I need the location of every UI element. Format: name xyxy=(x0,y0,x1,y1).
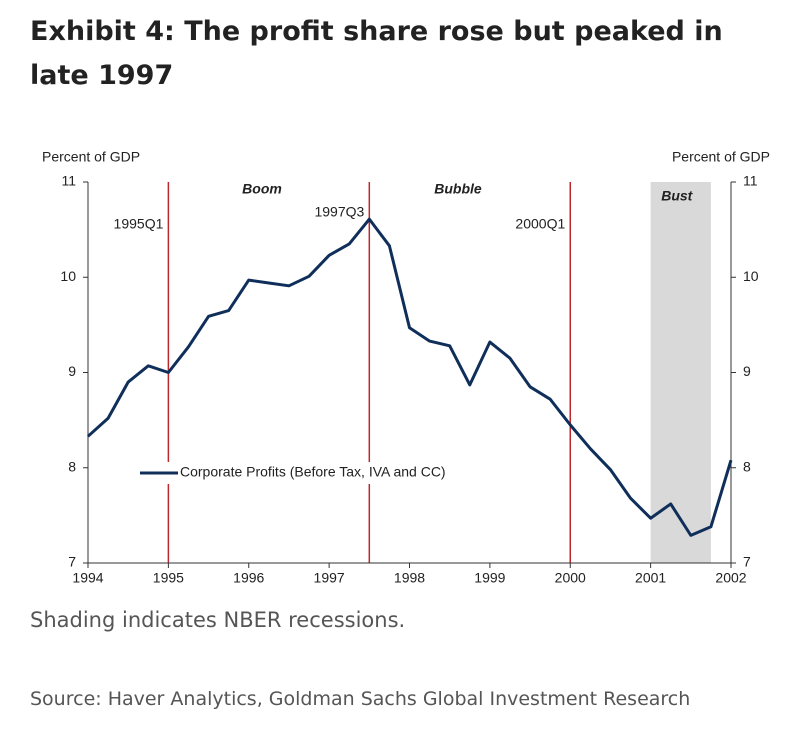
y2-tick-label: 9 xyxy=(743,363,751,379)
y2-tick-label: 8 xyxy=(743,458,751,474)
legend-background xyxy=(136,462,526,484)
y-tick-label: 11 xyxy=(61,173,76,189)
x-tick-label: 1999 xyxy=(474,570,505,586)
footnote: Shading indicates NBER recessions. xyxy=(30,608,406,632)
period-label: Boom xyxy=(242,181,282,197)
y-tick-label: 9 xyxy=(68,363,76,379)
recession-label: Bust xyxy=(661,188,693,204)
y2-tick-label: 10 xyxy=(743,268,759,284)
x-tick-label: 1995 xyxy=(153,570,184,586)
y-tick-label: 8 xyxy=(68,458,76,474)
x-tick-label: 1996 xyxy=(233,570,264,586)
x-tick-label: 1998 xyxy=(394,570,425,586)
series-line xyxy=(86,217,733,537)
period-label: Bubble xyxy=(434,181,482,197)
x-tick-label: 1997 xyxy=(314,570,345,586)
legend-label: Corporate Profits (Before Tax, IVA and C… xyxy=(180,464,446,480)
y-axis-label: Percent of GDP xyxy=(42,149,140,165)
y2-tick-label: 7 xyxy=(743,554,751,570)
x-tick-label: 1994 xyxy=(72,570,103,586)
event-label: 1995Q1 xyxy=(114,216,164,232)
recession-shading xyxy=(650,182,711,563)
chart-title: Exhibit 4: The profit share rose but pea… xyxy=(30,16,723,91)
y-tick-label: 10 xyxy=(60,268,76,284)
x-tick-label: 2000 xyxy=(555,570,586,586)
event-label: 2000Q1 xyxy=(515,216,565,232)
x-tick-label: 2002 xyxy=(715,570,746,586)
y2-axis-label: Percent of GDP xyxy=(672,149,770,165)
event-label: 1997Q3 xyxy=(314,204,364,220)
x-tick-label: 2001 xyxy=(635,570,666,586)
y2-tick-label: 11 xyxy=(743,173,758,189)
y-tick-label: 7 xyxy=(68,554,76,570)
source: Source: Haver Analytics, Goldman Sachs G… xyxy=(30,688,691,710)
